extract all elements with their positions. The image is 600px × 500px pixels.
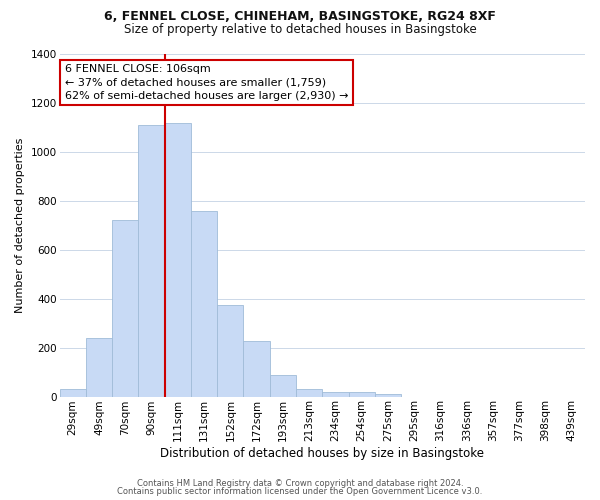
Bar	[164, 122, 191, 396]
Text: Contains public sector information licensed under the Open Government Licence v3: Contains public sector information licen…	[118, 488, 482, 496]
Text: Size of property relative to detached houses in Basingstoke: Size of property relative to detached ho…	[124, 22, 476, 36]
Bar	[296, 389, 322, 396]
Bar	[191, 210, 217, 396]
Bar	[59, 389, 86, 396]
Bar	[112, 220, 139, 396]
Bar	[139, 125, 164, 396]
Text: 6 FENNEL CLOSE: 106sqm
← 37% of detached houses are smaller (1,759)
62% of semi-: 6 FENNEL CLOSE: 106sqm ← 37% of detached…	[65, 64, 349, 100]
Text: Contains HM Land Registry data © Crown copyright and database right 2024.: Contains HM Land Registry data © Crown c…	[137, 478, 463, 488]
Bar	[217, 305, 244, 396]
Bar	[270, 374, 296, 396]
Text: 6, FENNEL CLOSE, CHINEHAM, BASINGSTOKE, RG24 8XF: 6, FENNEL CLOSE, CHINEHAM, BASINGSTOKE, …	[104, 10, 496, 23]
Bar	[244, 341, 270, 396]
Bar	[322, 392, 349, 396]
Y-axis label: Number of detached properties: Number of detached properties	[15, 138, 25, 313]
Bar	[375, 394, 401, 396]
X-axis label: Distribution of detached houses by size in Basingstoke: Distribution of detached houses by size …	[160, 447, 484, 460]
Bar	[86, 338, 112, 396]
Bar	[349, 392, 375, 396]
